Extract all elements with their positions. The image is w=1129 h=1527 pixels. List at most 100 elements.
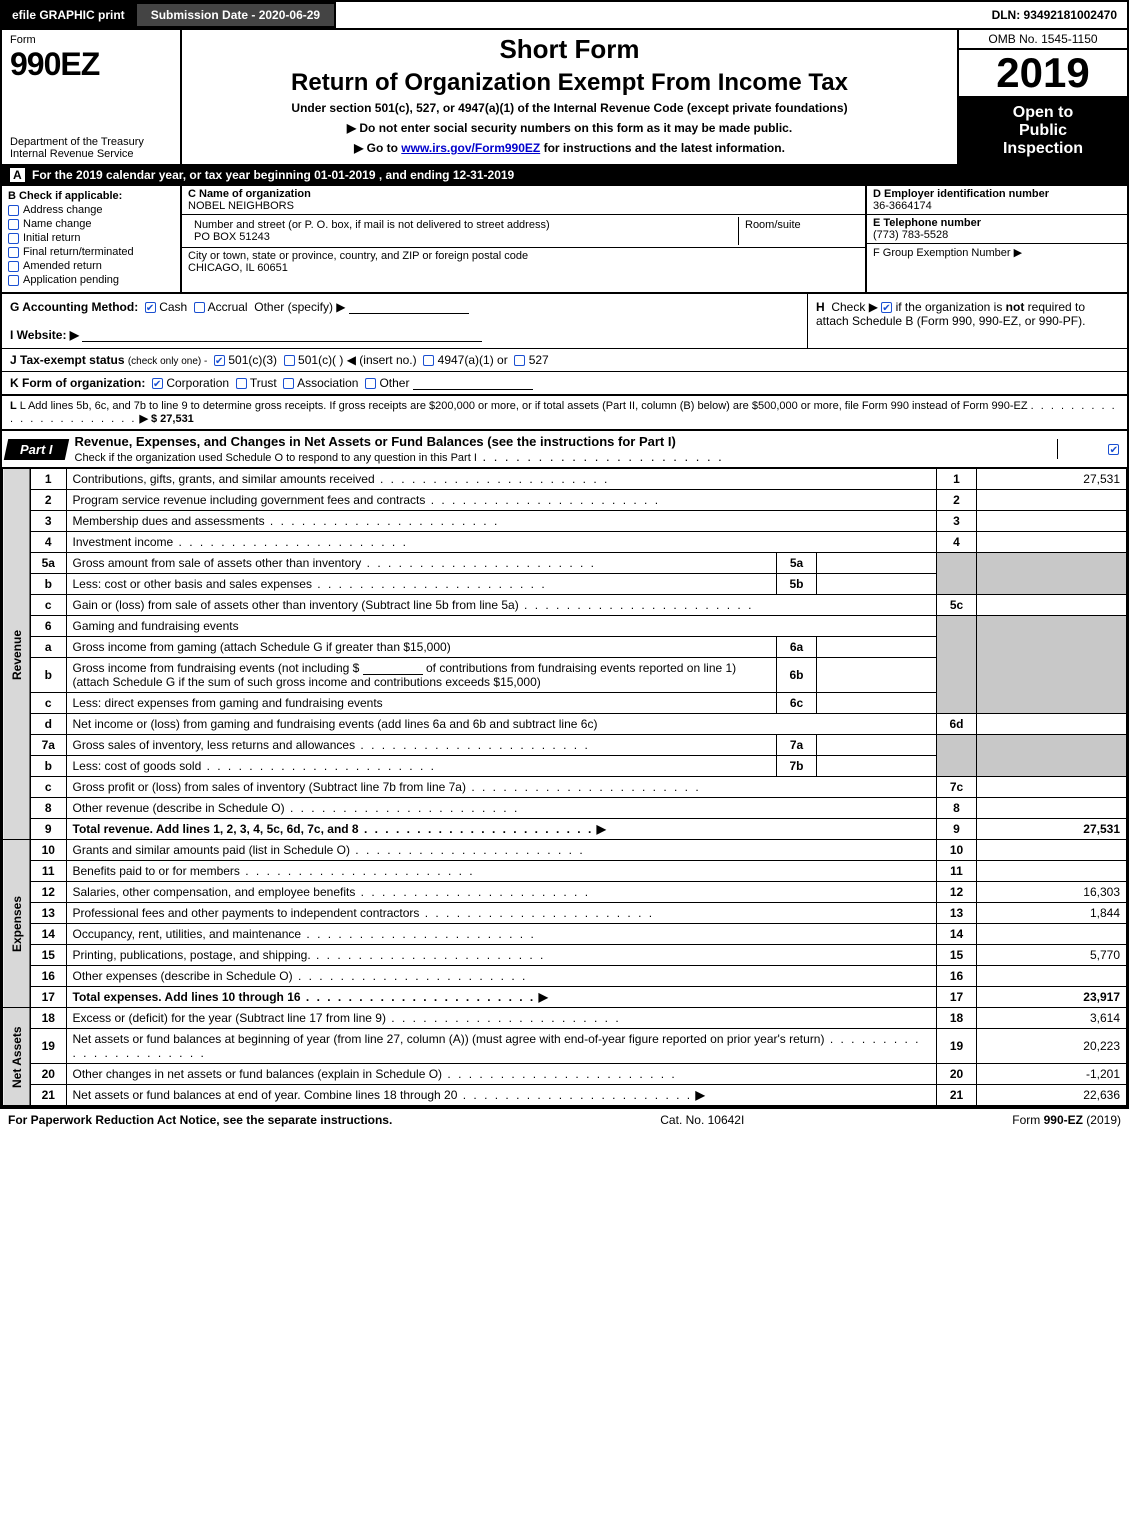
chk-corporation[interactable] — [152, 378, 163, 389]
chk-initial-return[interactable]: Initial return — [8, 232, 174, 244]
row-g-accounting: G Accounting Method: Cash Accrual Other … — [2, 294, 807, 348]
row-i-website: I Website: ▶ — [10, 328, 79, 342]
phone: (773) 783-5528 — [873, 229, 948, 241]
efile-print-button[interactable]: efile GRAPHIC print — [2, 2, 135, 28]
col-d: D Employer identification number 36-3664… — [867, 186, 1127, 292]
topbar: efile GRAPHIC print Submission Date - 20… — [2, 2, 1127, 30]
line-19: 19 Net assets or fund balances at beginn… — [3, 1029, 1127, 1064]
entity-block: B Check if applicable: Address change Na… — [2, 186, 1127, 294]
gross-receipts-amount: ▶ $ 27,531 — [139, 413, 193, 425]
other-accounting-field[interactable] — [349, 302, 469, 314]
form-label: Form — [10, 34, 172, 46]
return-title: Return of Organization Exempt From Incom… — [190, 69, 949, 97]
chk-schedule-o[interactable] — [1108, 444, 1119, 455]
chk-501c3[interactable] — [214, 355, 225, 366]
chk-501c[interactable] — [284, 355, 295, 366]
col-c-org: C Name of organization NOBEL NEIGHBORS N… — [182, 186, 867, 292]
website-field[interactable] — [82, 330, 482, 342]
part-i-table: Revenue 1 Contributions, gifts, grants, … — [2, 468, 1127, 1106]
under-section: Under section 501(c), 527, or 4947(a)(1)… — [190, 101, 949, 115]
chk-4947[interactable] — [423, 355, 434, 366]
amt-15: 5,770 — [977, 945, 1127, 966]
row-gh: G Accounting Method: Cash Accrual Other … — [2, 294, 1127, 349]
irs-link[interactable]: www.irs.gov/Form990EZ — [401, 141, 540, 155]
chk-name-change[interactable]: Name change — [8, 218, 174, 230]
ein-row: D Employer identification number 36-3664… — [867, 186, 1127, 215]
form-ref: Form 990-EZ (2019) — [1012, 1113, 1121, 1127]
line-8: 8 Other revenue (describe in Schedule O)… — [3, 798, 1127, 819]
line-2: 2 Program service revenue including gove… — [3, 490, 1127, 511]
form-header: Form 990EZ Department of the Treasury In… — [2, 30, 1127, 166]
line-7a: 7a Gross sales of inventory, less return… — [3, 735, 1127, 756]
col-b-header: B Check if applicable: — [8, 190, 174, 202]
line-13: 13 Professional fees and other payments … — [3, 903, 1127, 924]
other-org-field[interactable] — [413, 378, 533, 390]
part-i-header: Part I Revenue, Expenses, and Changes in… — [2, 431, 1127, 468]
chk-association[interactable] — [283, 378, 294, 389]
header-right: OMB No. 1545-1150 2019 Open to Public In… — [957, 30, 1127, 164]
chk-other-org[interactable] — [365, 378, 376, 389]
line-3: 3 Membership dues and assessments 3 — [3, 511, 1127, 532]
line-5a: 5a Gross amount from sale of assets othe… — [3, 553, 1127, 574]
header-mid: Short Form Return of Organization Exempt… — [182, 30, 957, 164]
omb-number: OMB No. 1545-1150 — [959, 30, 1127, 50]
chk-final-return[interactable]: Final return/terminated — [8, 246, 174, 258]
chk-schedule-b[interactable] — [881, 302, 892, 313]
chk-trust[interactable] — [236, 378, 247, 389]
ein: 36-3664174 — [873, 200, 932, 212]
line-15: 15 Printing, publications, postage, and … — [3, 945, 1127, 966]
dln-label: DLN: 93492181002470 — [982, 2, 1127, 28]
line-21: 21 Net assets or fund balances at end of… — [3, 1085, 1127, 1106]
line-17: 17 Total expenses. Add lines 10 through … — [3, 987, 1127, 1008]
open-to-public: Open to Public Inspection — [959, 98, 1127, 164]
group-exemption-row: F Group Exemption Number ▶ — [867, 244, 1127, 261]
amt-20: -1,201 — [977, 1064, 1127, 1085]
submission-date-button[interactable]: Submission Date - 2020-06-29 — [135, 2, 336, 28]
city-row: City or town, state or province, country… — [182, 248, 865, 276]
chk-accrual[interactable] — [194, 302, 205, 313]
line-9: 9 Total revenue. Add lines 1, 2, 3, 4, 5… — [3, 819, 1127, 840]
page-footer: For Paperwork Reduction Act Notice, see … — [0, 1108, 1129, 1131]
dept-treasury: Department of the Treasury Internal Reve… — [10, 136, 172, 160]
line-4: 4 Investment income 4 — [3, 532, 1127, 553]
amt-18: 3,614 — [977, 1008, 1127, 1029]
line-6d: d Net income or (loss) from gaming and f… — [3, 714, 1127, 735]
header-left: Form 990EZ Department of the Treasury In… — [2, 30, 182, 164]
tax-year: 2019 — [959, 50, 1127, 98]
row-h-schedule-b: H Check ▶ if the organization is not req… — [807, 294, 1127, 348]
amt-1: 27,531 — [977, 469, 1127, 490]
line-6: 6 Gaming and fundraising events — [3, 616, 1127, 637]
amt-21: 22,636 — [977, 1085, 1127, 1106]
amt-13: 1,844 — [977, 903, 1127, 924]
line-18: Net Assets 18 Excess or (deficit) for th… — [3, 1008, 1127, 1029]
row-k-form-org: K Form of organization: Corporation Trus… — [2, 372, 1127, 395]
chk-cash[interactable] — [145, 302, 156, 313]
org-name-row: C Name of organization NOBEL NEIGHBORS — [182, 186, 865, 215]
form-number: 990EZ — [10, 46, 172, 83]
amt-17: 23,917 — [977, 987, 1127, 1008]
chk-527[interactable] — [514, 355, 525, 366]
chk-application-pending[interactable]: Application pending — [8, 274, 174, 286]
phone-row: E Telephone number (773) 783-5528 — [867, 215, 1127, 244]
row-l-gross-receipts: L L Add lines 5b, 6c, and 7b to line 9 t… — [2, 396, 1127, 431]
org-name: NOBEL NEIGHBORS — [188, 200, 294, 212]
part-i-tab: Part I — [4, 439, 69, 460]
line-11: 11 Benefits paid to or for members 11 — [3, 861, 1127, 882]
line-16: 16 Other expenses (describe in Schedule … — [3, 966, 1127, 987]
fundraising-amount-field[interactable] — [363, 663, 423, 675]
no-ssn-warning: ▶ Do not enter social security numbers o… — [190, 121, 949, 135]
label-a: A — [10, 168, 25, 182]
chk-amended-return[interactable]: Amended return — [8, 260, 174, 272]
col-b-checkboxes: B Check if applicable: Address change Na… — [2, 186, 182, 292]
line-5c: c Gain or (loss) from sale of assets oth… — [3, 595, 1127, 616]
ghijk-block: G Accounting Method: Cash Accrual Other … — [2, 294, 1127, 396]
chk-address-change[interactable]: Address change — [8, 204, 174, 216]
goto-instructions: ▶ Go to www.irs.gov/Form990EZ for instru… — [190, 141, 949, 155]
city-state-zip: CHICAGO, IL 60651 — [188, 262, 288, 274]
part-i-check — [1057, 439, 1127, 459]
line-1: Revenue 1 Contributions, gifts, grants, … — [3, 469, 1127, 490]
address-row: Number and street (or P. O. box, if mail… — [182, 215, 865, 248]
line-14: 14 Occupancy, rent, utilities, and maint… — [3, 924, 1127, 945]
amt-19: 20,223 — [977, 1029, 1127, 1064]
line-10: Expenses 10 Grants and similar amounts p… — [3, 840, 1127, 861]
